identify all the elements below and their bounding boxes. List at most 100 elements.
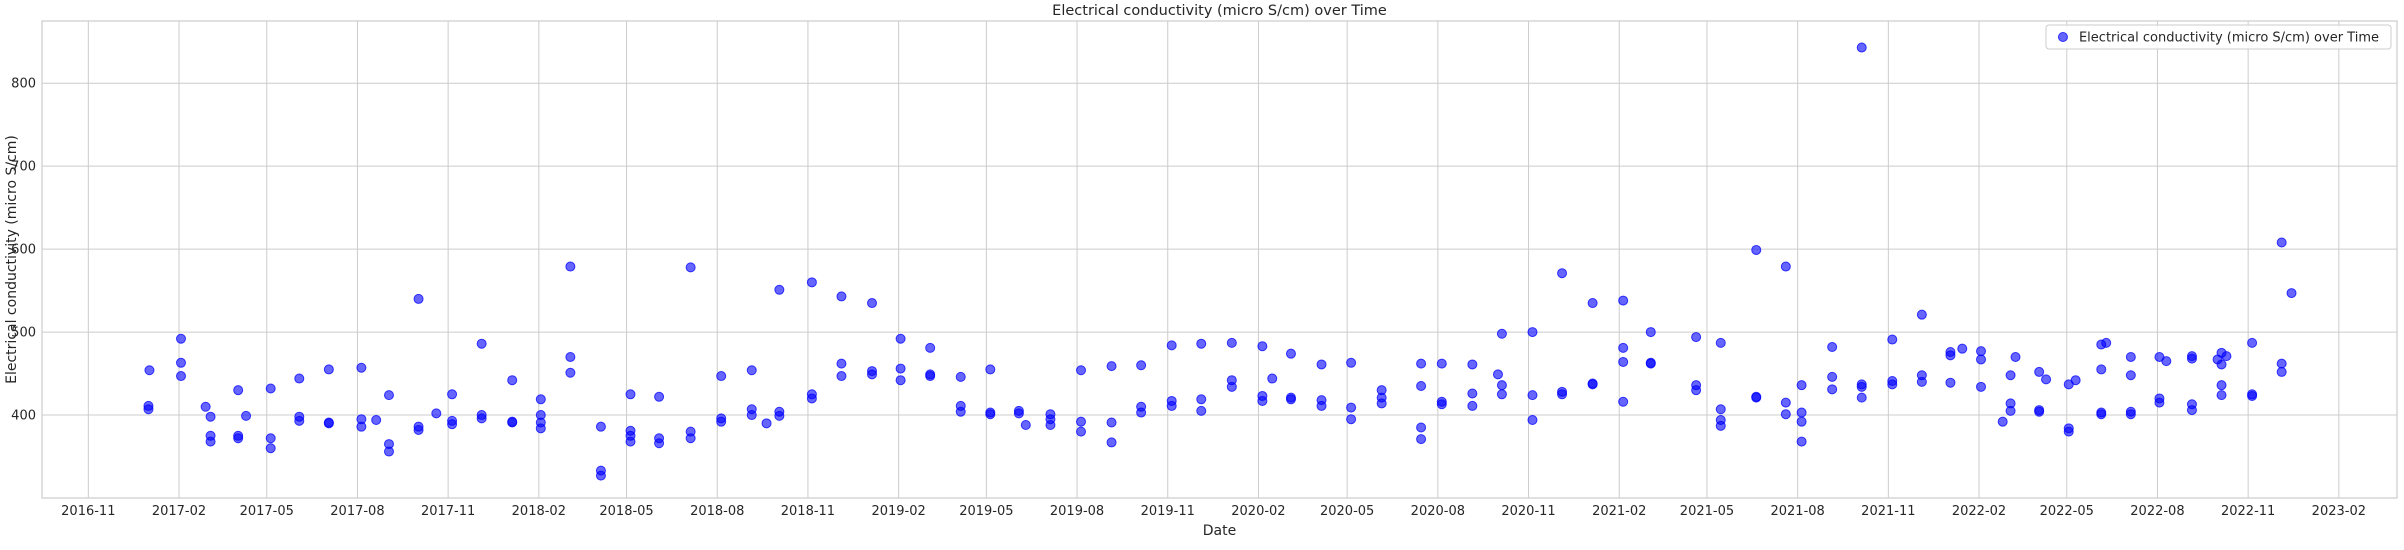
data-point: [565, 367, 576, 378]
data-point: [761, 418, 772, 429]
data-point: [1645, 327, 1656, 338]
data-point: [175, 357, 186, 368]
data-point: [1166, 400, 1177, 411]
data-point: [535, 423, 546, 434]
data-point: [1436, 399, 1447, 410]
data-point: [2276, 366, 2287, 377]
data-point: [895, 333, 906, 344]
x-tick-labels: 2016-11 2017-02 2017-05 2017-08 2017-11 2018-…: [61, 504, 2366, 519]
x-tick-label: 2017-08: [330, 504, 384, 519]
data-point: [1715, 420, 1726, 431]
data-point: [985, 409, 996, 420]
data-point: [1827, 371, 1838, 382]
data-point: [1618, 356, 1629, 367]
data-point: [1075, 416, 1086, 427]
data-point: [2221, 351, 2232, 362]
data-point: [1136, 407, 1147, 418]
y-tick-labels: 400 500 600 700 800: [11, 77, 36, 424]
data-point: [265, 383, 276, 394]
data-point: [1196, 405, 1207, 416]
x-tick-label: 2022-11: [2221, 504, 2275, 519]
data-point: [2125, 409, 2136, 420]
plot-frame: [41, 20, 2398, 499]
chart-title: Electrical conductivity (micro S/cm) ove…: [1052, 3, 1387, 19]
legend-label: Electrical conductivity (micro S/cm) ove…: [2079, 31, 2379, 46]
data-point: [685, 433, 696, 444]
data-point: [746, 365, 757, 376]
data-point: [2216, 380, 2227, 391]
data-point: [774, 284, 785, 295]
data-point: [2276, 358, 2287, 369]
data-point: [356, 362, 367, 373]
data-point: [806, 393, 817, 404]
y-tick-label: 800: [11, 77, 36, 92]
data-point: [1106, 361, 1117, 372]
data-point: [265, 443, 276, 454]
data-point: [1618, 295, 1629, 306]
x-tick-label: 2018-08: [690, 504, 744, 519]
data-point: [1346, 402, 1357, 413]
data-point: [1796, 416, 1807, 427]
data-point: [1013, 408, 1024, 419]
data-point: [1751, 244, 1762, 255]
data-point: [413, 424, 424, 435]
x-tick-label: 2020-05: [1320, 504, 1374, 519]
data-point: [2096, 409, 2107, 420]
legend: Electrical conductivity (micro S/cm) ove…: [2045, 24, 2392, 50]
data-point: [383, 390, 394, 401]
data-point: [1496, 389, 1507, 400]
data-point: [2070, 375, 2081, 386]
data-point: [1316, 359, 1327, 370]
data-point: [1467, 359, 1478, 370]
data-point: [1645, 358, 1656, 369]
data-point: [2216, 359, 2227, 370]
data-point: [535, 394, 546, 405]
x-tick-label: 2019-11: [1141, 504, 1195, 519]
data-point: [371, 415, 382, 426]
data-point: [746, 410, 757, 421]
data-point: [1916, 309, 1927, 320]
data-point: [2063, 426, 2074, 437]
data-point: [1376, 398, 1387, 409]
data-point: [2186, 405, 2197, 416]
data-point: [1916, 376, 1927, 387]
data-point: [1467, 388, 1478, 399]
data-point: [323, 364, 334, 375]
legend-marker: [2057, 32, 2068, 42]
data-point: [1496, 328, 1507, 339]
x-tick-label: 2018-11: [781, 504, 835, 519]
data-point: [356, 421, 367, 432]
data-point: [1416, 381, 1427, 392]
data-point: [1856, 381, 1867, 392]
data-point: [1106, 437, 1117, 448]
data-point: [625, 389, 636, 400]
data-point: [447, 419, 458, 430]
data-point: [1856, 392, 1867, 403]
data-point: [2247, 390, 2258, 401]
data-point: [2186, 353, 2197, 364]
data-point: [1346, 357, 1357, 368]
plot-area: [42, 21, 2397, 498]
x-tick-label: 2022-02: [1952, 504, 2006, 519]
data-point: [1527, 327, 1538, 338]
data-point: [2161, 356, 2172, 367]
data-point: [685, 262, 696, 273]
data-point: [1416, 434, 1427, 445]
data-point: [1715, 404, 1726, 415]
data-point: [2154, 397, 2165, 408]
data-point: [1196, 394, 1207, 405]
data-point: [1196, 338, 1207, 349]
data-point: [1316, 400, 1327, 411]
data-point: [1587, 298, 1598, 309]
data-point: [1045, 419, 1056, 430]
data-point: [294, 415, 305, 426]
data-point: [2005, 405, 2016, 416]
data-point: [836, 358, 847, 369]
y-tick-label: 600: [11, 243, 36, 258]
y-tick-label: 400: [11, 409, 36, 424]
data-point: [1976, 381, 1987, 392]
data-point: [565, 261, 576, 272]
x-tick-label: 2018-05: [599, 504, 653, 519]
data-point: [625, 436, 636, 447]
